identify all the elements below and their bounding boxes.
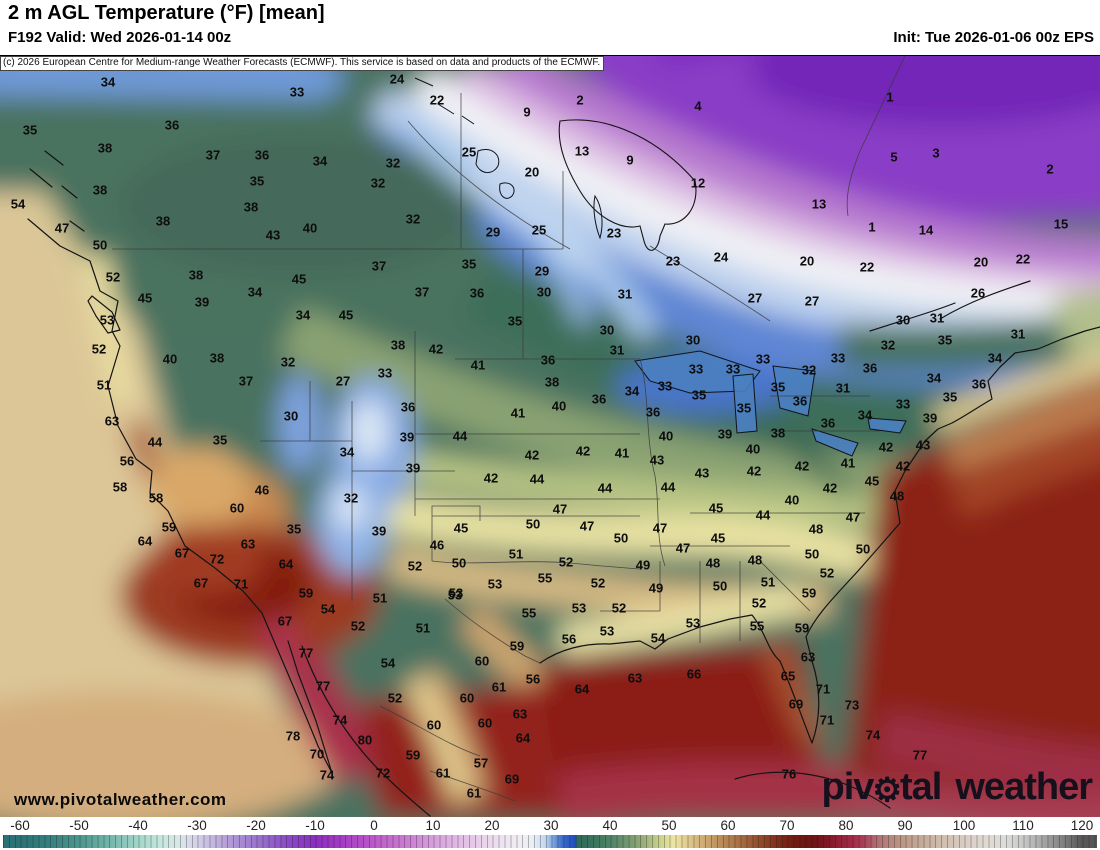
colorbar-tick: -40: [128, 818, 148, 833]
header: 2 m AGL Temperature (°F) [mean] F192 Val…: [0, 0, 1100, 55]
temperature-shading: [0, 56, 1100, 818]
colorbar-tick: 90: [897, 818, 913, 833]
colorbar-tick: 120: [1070, 818, 1094, 833]
coastlines: [27, 150, 1100, 817]
colorbar-segment-lines: [3, 835, 1097, 848]
colorbar-tick: 100: [952, 818, 976, 833]
colorbar-tick: 0: [370, 818, 378, 833]
colorbar-tick: -30: [187, 818, 207, 833]
colorbar-tick: -50: [69, 818, 89, 833]
colorbar-tick: 110: [1012, 818, 1034, 833]
watermark-url: www.pivotalweather.com: [14, 790, 227, 809]
hudson-bay-coastline: [558, 119, 697, 251]
pivotal-weather-logo: piv ⚙ tal weather: [821, 766, 1093, 809]
colorbar-tick-labels: -60 -50 -40 -30 -20 -10 0 10 20 30 40 50 60 70 80 90 100…: [0, 817, 1100, 835]
colorbar-tick: 20: [484, 818, 500, 833]
colorbar-tick: 80: [838, 818, 854, 833]
gear-icon: ⚙: [872, 770, 902, 808]
logo-part2: tal: [900, 766, 942, 808]
political-borders: [112, 56, 906, 802]
colorbar-tick: -10: [305, 818, 325, 833]
forecast-map: (c) 2026 European Centre for Medium-rang…: [0, 55, 1100, 818]
valid-time-text: F192 Valid: Wed 2026-01-14 00z: [8, 29, 232, 46]
colorbar-tick: -60: [10, 818, 30, 833]
temperature-field-map: [0, 56, 1100, 818]
colorbar-tick: 30: [543, 818, 559, 833]
colorbar-tick: 50: [661, 818, 677, 833]
colorbar-tick: -20: [246, 818, 266, 833]
colorbar-gradient: [3, 835, 1097, 848]
logo-word2: weather: [955, 766, 1093, 808]
colorbar-tick: 70: [779, 818, 795, 833]
colorbar: [3, 835, 1097, 848]
colorbar-tick: 60: [720, 818, 736, 833]
great-lakes: [634, 350, 907, 457]
page-title: 2 m AGL Temperature (°F) [mean]: [8, 2, 325, 24]
colorbar-tick: 40: [602, 818, 618, 833]
colorbar-tick: 10: [425, 818, 441, 833]
logo-part1: piv: [821, 766, 875, 808]
copyright-bar: (c) 2026 European Centre for Medium-rang…: [0, 56, 605, 71]
init-time-text: Init: Tue 2026-01-06 00z EPS: [893, 29, 1094, 46]
